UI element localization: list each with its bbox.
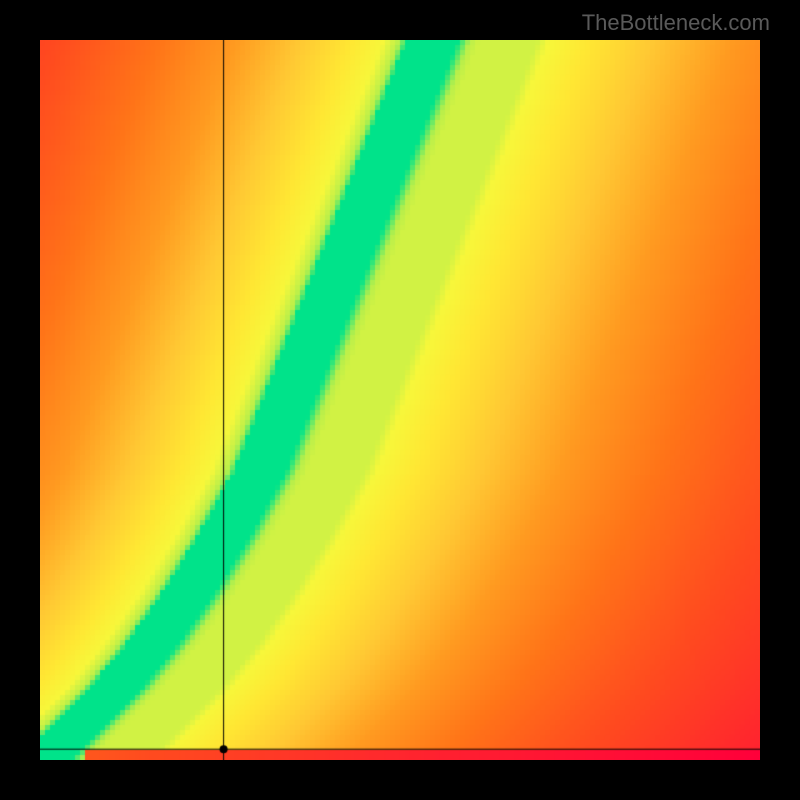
heatmap-plot — [40, 40, 760, 760]
watermark-text: TheBottleneck.com — [582, 10, 770, 36]
heatmap-canvas — [40, 40, 760, 760]
